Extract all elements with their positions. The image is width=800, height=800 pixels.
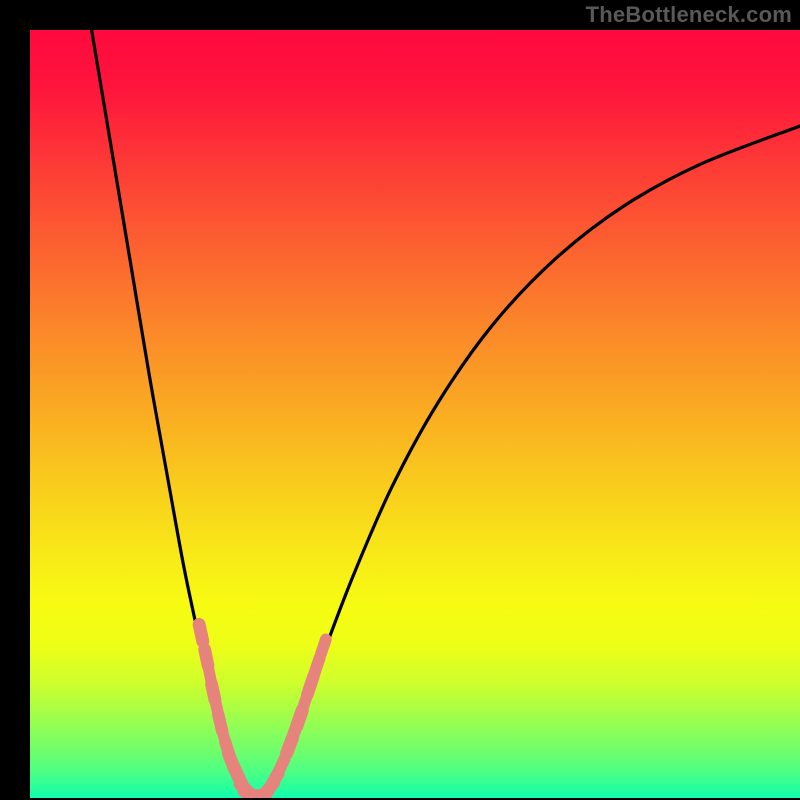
data-marker	[199, 624, 203, 641]
plot-area	[30, 30, 800, 798]
data-marker	[313, 658, 319, 676]
data-marker	[321, 639, 326, 654]
gradient-background	[30, 30, 800, 798]
watermark-text: TheBottleneck.com	[586, 2, 792, 28]
plot-svg	[30, 30, 800, 798]
